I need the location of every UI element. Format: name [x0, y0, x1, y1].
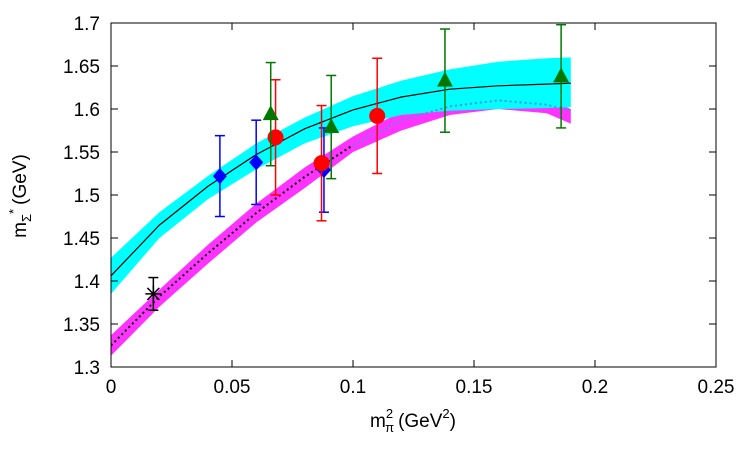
axis-ticks: 0 0.05 0.1 0.15 0.2 0.25 1.3 1.35 1.4 1.45 1.5 1.55… — [63, 14, 734, 398]
y-tick-label: 1.4 — [74, 272, 101, 293]
y-tick-label: 1.45 — [63, 229, 100, 250]
data-point-circle — [313, 155, 330, 172]
data-point-star — [145, 285, 162, 302]
data-point-triangle — [323, 118, 340, 134]
y-tick-label: 1.3 — [74, 358, 100, 379]
x-tick-label: 0.1 — [340, 377, 366, 398]
y-tick-label: 1.7 — [74, 14, 100, 35]
series-triangle — [262, 23, 570, 180]
data-point-triangle — [553, 67, 570, 83]
fit-curve-3 — [352, 99, 572, 146]
y-tick-label: 1.55 — [63, 143, 100, 164]
x-axis-title: m2 π (GeV2) — [370, 406, 456, 435]
series-circle — [267, 57, 386, 222]
x-tick-label: 0.15 — [456, 377, 493, 398]
data-point-circle — [369, 107, 386, 124]
error-band-2 — [111, 57, 571, 294]
error-band-1 — [111, 93, 571, 356]
data-points — [145, 23, 570, 311]
data-point-triangle — [262, 105, 279, 121]
series-star — [145, 276, 162, 311]
x-tick-label: 0.05 — [214, 377, 251, 398]
y-tick-label: 1.35 — [63, 315, 100, 336]
fit-curves — [111, 82, 572, 347]
data-point-diamond — [212, 168, 227, 185]
fit-curve-2 — [111, 144, 354, 347]
data-point-triangle — [436, 71, 453, 87]
y-tick-label: 1.5 — [74, 186, 100, 207]
data-point-circle — [267, 129, 284, 146]
x-tick-label: 0.2 — [582, 377, 608, 398]
y-axis-title: mΣ*(GeV) — [6, 154, 34, 238]
fit-curve-1 — [111, 82, 571, 277]
x-tick-label: 0 — [106, 377, 117, 398]
confidence-bands — [111, 57, 571, 356]
data-point-diamond — [249, 154, 264, 171]
y-tick-label: 1.6 — [74, 100, 100, 121]
y-tick-label: 1.65 — [63, 57, 100, 78]
x-tick-label: 0.25 — [698, 377, 735, 398]
